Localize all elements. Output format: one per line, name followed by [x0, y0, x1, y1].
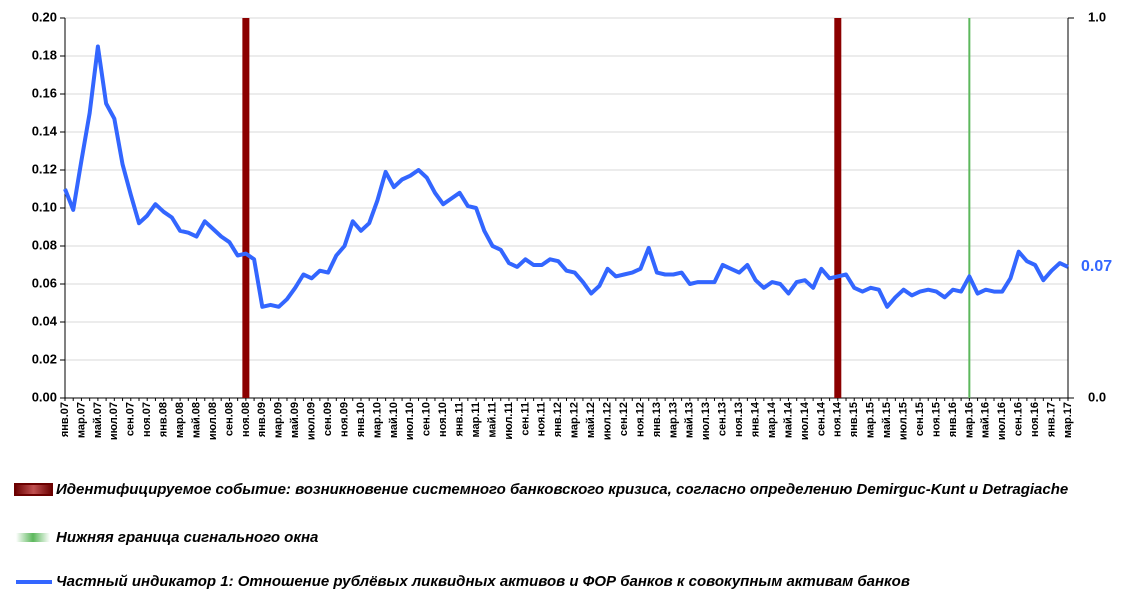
y-tick-label: 0.08 — [32, 237, 57, 252]
legend-label: Частный индикатор 1: Отношение рублёвых … — [56, 573, 910, 590]
x-tick-label: мар.10 — [371, 402, 383, 438]
x-tick-label: май.10 — [388, 402, 400, 438]
x-tick-label: ноя.08 — [240, 402, 252, 437]
x-tick-label: мар.09 — [273, 402, 285, 438]
event-bar — [242, 18, 250, 398]
legend-swatch — [14, 483, 53, 496]
x-tick-label: янв.08 — [158, 402, 170, 437]
x-tick-label: сен.13 — [717, 402, 729, 436]
x-tick-label: янв.14 — [749, 401, 761, 437]
x-tick-label: сен.08 — [223, 402, 235, 436]
x-tick-label: сен.16 — [1013, 402, 1025, 436]
x-tick-label: янв.16 — [947, 402, 959, 437]
x-tick-label: май.11 — [486, 402, 498, 438]
x-tick-label: июл.12 — [602, 402, 614, 440]
x-tick-label: ноя.12 — [634, 402, 646, 437]
legend-marker — [16, 580, 52, 584]
event-bar — [834, 18, 842, 398]
x-tick-label: мар.15 — [865, 402, 877, 438]
x-tick-label: мар.16 — [963, 402, 975, 438]
x-tick-label: июл.09 — [306, 402, 318, 440]
y-tick-label: 0.12 — [32, 161, 57, 176]
x-tick-label: июл.15 — [897, 402, 909, 440]
x-tick-label: июл.14 — [799, 401, 811, 440]
x-tick-label: ноя.10 — [437, 402, 449, 437]
y-tick-label: 0.14 — [32, 123, 58, 138]
data-label: 0.07 — [1081, 258, 1112, 275]
x-tick-label: ноя.11 — [536, 402, 548, 436]
y-tick-label: 0.02 — [32, 351, 57, 366]
y2-tick-label: 1.0 — [1088, 9, 1106, 24]
x-tick-label: май.15 — [881, 402, 893, 438]
x-tick-label: июл.13 — [700, 402, 712, 440]
y-tick-label: 0.20 — [32, 9, 57, 24]
x-tick-label: май.14 — [782, 401, 794, 438]
x-tick-label: ноя.09 — [338, 402, 350, 437]
y-tick-label: 0.16 — [32, 85, 57, 100]
line-series — [63, 44, 1069, 309]
x-tick-label: июл.08 — [207, 402, 219, 440]
x-tick-label: май.13 — [684, 402, 696, 438]
x-tick-label: ноя.15 — [930, 402, 942, 437]
y-tick-label: 0.10 — [32, 199, 57, 214]
x-tick-label: ноя.07 — [141, 402, 153, 437]
x-tick-label: май.08 — [190, 402, 202, 438]
x-tick-label: июл.16 — [996, 402, 1008, 440]
chart: 0.00 0.02 0.04 0.06 0.08 0.10 0.12 0.14 0.16 0.18… — [32, 9, 1113, 440]
x-tick-label: янв.07 — [59, 402, 71, 437]
event-bar — [968, 18, 971, 398]
x-tick-label: мар.07 — [75, 402, 87, 438]
x-tick-label: мар.13 — [667, 402, 679, 438]
legend-label: Идентифицируемое событие: возникновение … — [56, 481, 1069, 498]
y-tick-label: 0.00 — [32, 389, 57, 404]
x-tick-label: мар.12 — [569, 402, 581, 438]
x-tick-label: май.12 — [585, 402, 597, 438]
x-tick-label: сен.15 — [914, 402, 926, 436]
x-tick-label: янв.11 — [454, 402, 466, 437]
x-tick-label: июл.07 — [108, 402, 120, 440]
x-tick-label: мар.17 — [1062, 402, 1074, 438]
y2-tick-label: 0.0 — [1088, 389, 1106, 404]
x-tick-label: сен.14 — [815, 401, 827, 436]
legend-swatch — [16, 533, 50, 542]
x-tick-label: сен.09 — [322, 402, 334, 436]
x-tick-label: сен.11 — [519, 402, 531, 436]
y-tick-label: 0.04 — [32, 313, 58, 328]
x-tick-label: янв.12 — [552, 402, 564, 437]
y-tick-label: 0.06 — [32, 275, 57, 290]
x-tick-label: ноя.14 — [832, 401, 844, 437]
x-tick-label: янв.17 — [1045, 402, 1057, 437]
x-tick-label: янв.13 — [651, 402, 663, 437]
x-tick-label: май.16 — [980, 402, 992, 438]
x-tick-label: мар.11 — [470, 402, 482, 438]
x-tick-label: май.09 — [289, 402, 301, 438]
x-tick-label: ноя.16 — [1029, 402, 1041, 437]
x-tick-label: сен.12 — [618, 402, 630, 436]
x-tick-label: сен.10 — [421, 402, 433, 436]
legend-marker — [14, 483, 53, 496]
x-tick-label: ноя.13 — [733, 402, 745, 437]
x-tick-label: янв.15 — [848, 402, 860, 437]
x-tick-label: май.07 — [92, 402, 104, 438]
x-tick-label: июл.11 — [503, 402, 515, 440]
legend-marker — [16, 533, 50, 542]
x-tick-label: июл.10 — [404, 402, 416, 440]
x-tick-label: янв.10 — [355, 402, 367, 437]
x-tick-label: сен.07 — [125, 402, 137, 436]
x-tick-label: мар.14 — [766, 401, 778, 438]
x-tick-label: янв.09 — [256, 402, 268, 437]
x-tick-label: мар.08 — [174, 402, 186, 438]
y-tick-label: 0.18 — [32, 47, 57, 62]
legend-label: Нижняя граница сигнального окна — [56, 529, 319, 546]
